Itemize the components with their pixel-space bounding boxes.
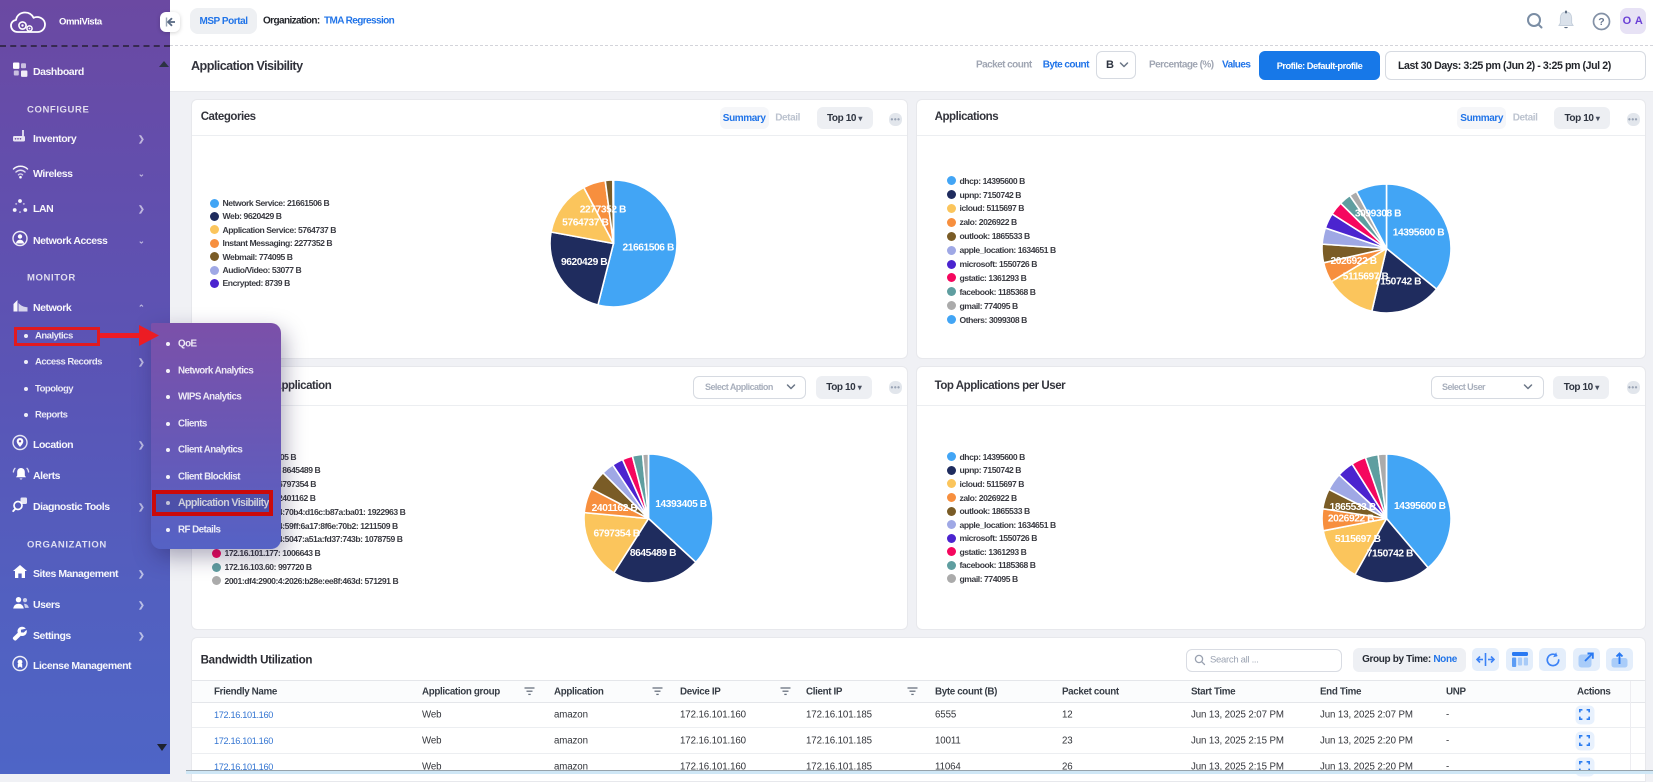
svg-text:7150742 B: 7150742 B (1375, 277, 1421, 288)
svg-text:2026922 B: 2026922 B (1330, 256, 1376, 267)
svg-text:7150742 B: 7150742 B (1367, 548, 1413, 559)
svg-text:14395600 B: 14395600 B (1394, 501, 1446, 512)
svg-text:8645489 B: 8645489 B (630, 548, 676, 559)
svg-text:2026922 B: 2026922 B (1328, 514, 1374, 525)
svg-text:14393405 B: 14393405 B (655, 499, 707, 510)
svg-text:?: ? (1598, 16, 1604, 28)
svg-text:1865533 B: 1865533 B (1330, 502, 1376, 513)
svg-text:5115697 B: 5115697 B (1335, 534, 1381, 545)
svg-text:14395600 B: 14395600 B (1393, 228, 1445, 239)
svg-text:6797354 B: 6797354 B (593, 529, 639, 540)
svg-text:21661506 B: 21661506 B (622, 242, 674, 253)
svg-text:2277352 B: 2277352 B (580, 205, 626, 216)
svg-text:5115697 B: 5115697 B (1343, 272, 1389, 283)
svg-text:5764737 B: 5764737 B (562, 217, 608, 228)
svg-text:9620429 B: 9620429 B (561, 257, 607, 268)
svg-text:3099308 B: 3099308 B (1355, 209, 1401, 220)
svg-text:2401162 B: 2401162 B (592, 503, 638, 514)
